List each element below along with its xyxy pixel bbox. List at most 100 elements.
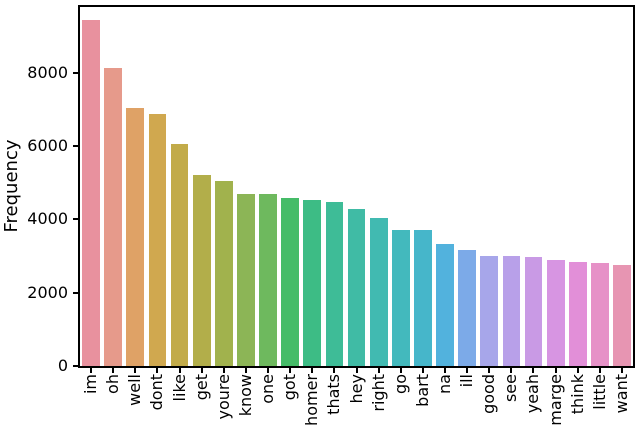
bar-slot bbox=[80, 7, 102, 366]
bar-one bbox=[259, 194, 277, 366]
bar-slot bbox=[323, 7, 345, 366]
y-tick-mark bbox=[73, 291, 78, 294]
x-tick-mark bbox=[267, 368, 270, 373]
x-tick-label: hey bbox=[346, 374, 366, 404]
x-tick-mark bbox=[510, 368, 513, 373]
x-tick-mark bbox=[90, 368, 93, 373]
bar-slot bbox=[412, 7, 434, 366]
x-tick-label: bart bbox=[412, 374, 432, 407]
x-tick-mark bbox=[488, 368, 491, 373]
bar-slot bbox=[213, 7, 235, 366]
x-tick-mark bbox=[112, 368, 115, 373]
bar-go bbox=[391, 229, 410, 366]
x-tick-mark bbox=[598, 368, 601, 373]
x-tick-label: youre bbox=[213, 374, 233, 420]
bar-little bbox=[591, 263, 609, 366]
y-tick-label: 2000 bbox=[27, 282, 68, 302]
x-tick-mark bbox=[222, 368, 225, 373]
x-tick-label: ill bbox=[457, 374, 477, 388]
x-tick-mark bbox=[466, 368, 469, 373]
x-tick-mark bbox=[532, 368, 535, 373]
bar-think bbox=[568, 262, 587, 366]
x-tick-label: one bbox=[258, 374, 278, 404]
x-tick-label: go bbox=[390, 374, 410, 394]
x-tick-label: little bbox=[589, 374, 609, 410]
bar-slot bbox=[102, 7, 124, 366]
y-tick-mark bbox=[73, 71, 78, 74]
bar-slot bbox=[589, 7, 611, 366]
x-tick-label: right bbox=[368, 374, 388, 412]
x-tick-label: thats bbox=[324, 374, 344, 415]
x-tick-label: want bbox=[611, 374, 631, 414]
bar-hey bbox=[347, 208, 366, 366]
bar-slot bbox=[456, 7, 478, 366]
x-tick-mark bbox=[554, 368, 557, 373]
x-tick-label: well bbox=[125, 374, 145, 406]
x-tick-mark bbox=[576, 368, 579, 373]
x-tick-label: dont bbox=[147, 374, 167, 411]
bar-oh bbox=[104, 67, 123, 366]
plot-area bbox=[78, 5, 635, 368]
y-tick-label: 4000 bbox=[27, 209, 68, 229]
bar-want bbox=[613, 264, 631, 366]
x-tick-mark bbox=[200, 368, 203, 373]
x-tick-label: homer bbox=[302, 374, 322, 426]
bar-slot bbox=[434, 7, 456, 366]
bar-get bbox=[192, 174, 211, 366]
x-tick-label: yeah bbox=[523, 374, 543, 414]
y-tick-label: 0 bbox=[57, 356, 68, 375]
x-tick-label: like bbox=[169, 374, 189, 402]
x-tick-label: marge bbox=[545, 374, 565, 426]
bar-well bbox=[126, 108, 145, 366]
bar-marge bbox=[546, 259, 565, 366]
bar-slot bbox=[301, 7, 323, 366]
y-tick-mark bbox=[73, 218, 78, 221]
bar-homer bbox=[303, 200, 322, 366]
bar-slot bbox=[257, 7, 279, 366]
x-tick-mark bbox=[355, 368, 358, 373]
bar-right bbox=[369, 218, 388, 366]
x-tick-mark bbox=[620, 368, 623, 373]
x-tick-mark bbox=[244, 368, 247, 373]
bar-na bbox=[436, 244, 454, 366]
x-tick-mark bbox=[134, 368, 137, 373]
bar-slot bbox=[500, 7, 522, 366]
x-tick-mark bbox=[333, 368, 336, 373]
bar-slot bbox=[124, 7, 146, 366]
x-tick-label: know bbox=[235, 374, 255, 417]
bar-youre bbox=[214, 181, 233, 366]
bar-good bbox=[480, 255, 499, 366]
y-tick-label: 8000 bbox=[27, 62, 68, 82]
bar-slot bbox=[235, 7, 257, 366]
x-tick-label: oh bbox=[103, 374, 123, 394]
x-tick-mark bbox=[156, 368, 159, 373]
x-tick-label: see bbox=[501, 374, 521, 403]
bar-slot bbox=[346, 7, 368, 366]
y-tick-mark bbox=[73, 145, 78, 148]
x-tick-mark bbox=[311, 368, 314, 373]
x-tick-label: think bbox=[567, 374, 587, 415]
bar-slot bbox=[146, 7, 168, 366]
x-tick-mark bbox=[377, 368, 380, 373]
bar-slot bbox=[478, 7, 500, 366]
bar-yeah bbox=[524, 257, 543, 366]
bar-know bbox=[237, 193, 255, 366]
x-tick-label: get bbox=[191, 374, 211, 401]
x-tick-mark bbox=[399, 368, 402, 373]
x-tick-mark bbox=[421, 368, 424, 373]
y-tick-mark bbox=[73, 365, 78, 367]
bar-ill bbox=[458, 249, 477, 366]
bar-slot bbox=[545, 7, 567, 366]
bar-see bbox=[502, 256, 521, 366]
bar-bart bbox=[414, 229, 432, 366]
bar-series bbox=[80, 7, 633, 366]
bar-slot bbox=[567, 7, 589, 366]
bar-slot bbox=[191, 7, 213, 366]
y-tick-label: 6000 bbox=[27, 136, 68, 156]
bar-im bbox=[82, 19, 100, 366]
bar-slot bbox=[523, 7, 545, 366]
bar-slot bbox=[279, 7, 301, 366]
bar-thats bbox=[325, 202, 344, 366]
x-tick-mark bbox=[443, 368, 446, 373]
